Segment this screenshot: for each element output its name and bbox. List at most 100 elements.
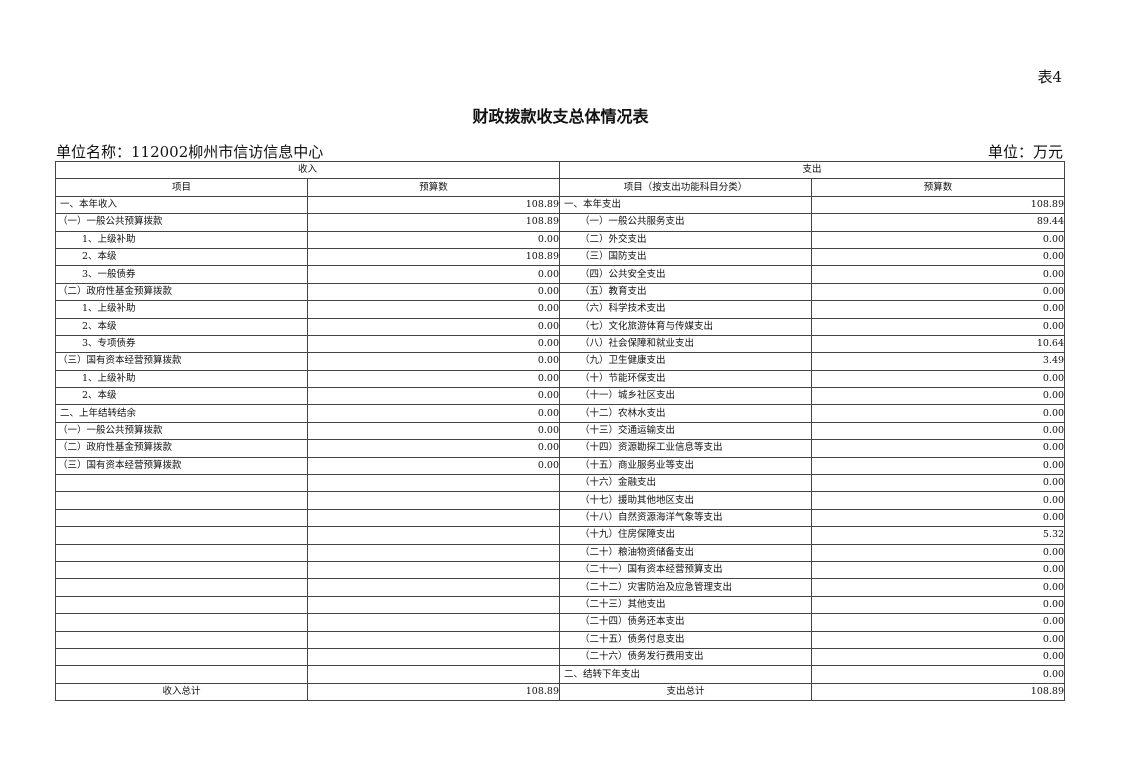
table-row: 2、本级 0.00 （十一）城乡社区支出 0.00 <box>55 387 1066 406</box>
income-item-cell <box>55 508 308 528</box>
income-value-cell <box>306 491 561 510</box>
table-row: 1、上级补助 0.00 （二）外交支出 0.00 <box>55 230 1066 249</box>
income-value-cell <box>306 578 561 597</box>
expense-value-cell: 0.00 <box>811 282 1066 302</box>
table-row: 1、上级补助 0.00 （十）节能环保支出 0.00 <box>55 369 1066 389</box>
income-total-value: 108.89 <box>306 682 561 702</box>
expense-item-cell: （六）科学技术支出 <box>559 300 813 319</box>
income-item-cell: （二）政府性基金预算拨款 <box>55 439 308 458</box>
income-item-cell <box>55 560 308 580</box>
expense-item-cell: （十七）援助其他地区支出 <box>559 491 813 510</box>
expense-value-cell: 0.00 <box>811 560 1066 580</box>
expense-item-cell: （九）卫生健康支出 <box>559 352 813 371</box>
income-item-cell <box>55 595 308 615</box>
income-value-cell: 108.89 <box>306 213 561 232</box>
income-value-cell: 0.00 <box>306 230 561 249</box>
table-row: （二十一）国有资本经营预算支出 0.00 <box>55 560 1066 580</box>
expense-item-cell: 一、本年支出 <box>559 195 813 215</box>
expense-item-cell: （一）一般公共服务支出 <box>559 213 813 232</box>
income-item-cell <box>55 526 308 545</box>
expense-value-cell: 0.00 <box>811 247 1066 267</box>
income-item-cell: （三）国有资本经营预算拨款 <box>55 456 308 476</box>
income-value-cell <box>306 647 561 667</box>
income-value-cell: 0.00 <box>306 456 561 476</box>
income-value-cell: 0.00 <box>306 404 561 423</box>
expense-item-cell: （十九）住房保障支出 <box>559 526 813 545</box>
expense-value-cell: 0.00 <box>811 578 1066 597</box>
income-item-cell <box>55 613 308 632</box>
currency-unit: 单位：万元 <box>987 143 1063 161</box>
income-item-cell: 2、本级 <box>55 247 308 267</box>
expense-item-cell: （二十）粮油物资储备支出 <box>559 543 813 562</box>
expense-item-cell: （十一）城乡社区支出 <box>559 387 813 406</box>
table-row: （二十）粮油物资储备支出 0.00 <box>55 543 1066 562</box>
expense-value-cell: 108.89 <box>811 195 1066 215</box>
expense-value-cell: 0.00 <box>811 543 1066 562</box>
expense-value-cell: 5.32 <box>811 526 1066 545</box>
expense-value-cell: 10.64 <box>811 334 1066 354</box>
expense-value-cell: 0.00 <box>811 613 1066 632</box>
expense-item-cell: （十六）金融支出 <box>559 474 813 493</box>
expense-value-cell: 0.00 <box>811 265 1066 284</box>
table-row: （十八）自然资源海洋气象等支出 0.00 <box>55 508 1066 528</box>
expense-item-cell: （二十五）债务付息支出 <box>559 630 813 649</box>
unit-name: 单位名称：112002柳州市信访信息中心 <box>56 143 324 161</box>
expense-item-cell: （十五）商业服务业等支出 <box>559 456 813 476</box>
expense-section-header: 支出 <box>559 160 1066 180</box>
table-row: （十七）援助其他地区支出 0.00 <box>55 491 1066 510</box>
income-value-cell: 0.00 <box>306 265 561 284</box>
income-value-cell: 0.00 <box>306 282 561 302</box>
expense-value-cell: 0.00 <box>811 317 1066 336</box>
table-row: （二十三）其他支出 0.00 <box>55 595 1066 615</box>
income-value-cell: 108.89 <box>306 195 561 215</box>
income-value-cell: 0.00 <box>306 387 561 406</box>
income-value-cell <box>306 543 561 562</box>
expense-item-cell: （四）公共安全支出 <box>559 265 813 284</box>
budget-table: 收入 支出 项目 预算数 项目（按支出功能科目分类） 预算数 一、本年收入 108… <box>54 160 1066 702</box>
expense-item-cell: （七）文化旅游体育与传媒支出 <box>559 317 813 336</box>
expense-value-cell: 0.00 <box>811 474 1066 493</box>
expense-value-cell: 0.00 <box>811 387 1066 406</box>
expense-value-cell: 0.00 <box>811 421 1066 441</box>
expense-item-cell: （三）国防支出 <box>559 247 813 267</box>
expense-item-cell: （二十三）其他支出 <box>559 595 813 615</box>
income-item-cell: （一）一般公共预算拨款 <box>55 213 308 232</box>
expense-item-cell: （二十六）债务发行费用支出 <box>559 647 813 667</box>
income-item-cell: 3、专项债券 <box>55 334 308 354</box>
expense-item-header: 项目（按支出功能科目分类） <box>559 178 813 197</box>
income-section-header: 收入 <box>54 160 561 180</box>
income-item-cell: （三）国有资本经营预算拨款 <box>55 352 308 371</box>
income-item-cell: 1、上级补助 <box>55 300 308 319</box>
income-value-cell <box>306 474 561 493</box>
income-value-cell <box>306 560 561 580</box>
expense-value-cell: 0.00 <box>811 439 1066 458</box>
expense-item-cell: （五）教育支出 <box>559 282 813 302</box>
table-number: 表4 <box>1037 68 1062 86</box>
income-item-cell <box>55 491 308 510</box>
expense-value-cell: 0.00 <box>811 404 1066 423</box>
income-value-cell: 0.00 <box>306 369 561 389</box>
total-row: 收入总计 108.89 支出总计 108.89 <box>55 682 1066 702</box>
expense-value-cell: 0.00 <box>811 230 1066 249</box>
income-value-cell: 0.00 <box>306 439 561 458</box>
income-value-cell: 0.00 <box>306 352 561 371</box>
income-item-cell <box>55 578 308 597</box>
table-row: （一）一般公共预算拨款 108.89 （一）一般公共服务支出 89.44 <box>55 213 1066 232</box>
table-row: 2、本级 108.89 （三）国防支出 0.00 <box>55 247 1066 267</box>
expense-value-cell: 0.00 <box>811 456 1066 476</box>
expense-item-cell: （八）社会保障和就业支出 <box>559 334 813 354</box>
expense-value-cell: 0.00 <box>811 369 1066 389</box>
expense-value-cell: 0.00 <box>811 630 1066 649</box>
expense-item-cell: （十四）资源勘探工业信息等支出 <box>559 439 813 458</box>
expense-budget-header: 预算数 <box>811 178 1066 197</box>
table-row: （二十五）债务付息支出 0.00 <box>55 630 1066 649</box>
expense-value-cell: 0.00 <box>811 491 1066 510</box>
section-header-row: 收入 支出 <box>54 160 1066 180</box>
income-item-cell: 1、上级补助 <box>55 369 308 389</box>
table-row: （三）国有资本经营预算拨款 0.00 （十五）商业服务业等支出 0.00 <box>55 456 1066 476</box>
income-value-cell: 0.00 <box>306 300 561 319</box>
income-item-cell: （二）政府性基金预算拨款 <box>55 282 308 302</box>
expense-item-cell: （二十一）国有资本经营预算支出 <box>559 560 813 580</box>
income-item-cell: 二、上年结转结余 <box>55 404 308 423</box>
income-value-cell <box>306 613 561 632</box>
